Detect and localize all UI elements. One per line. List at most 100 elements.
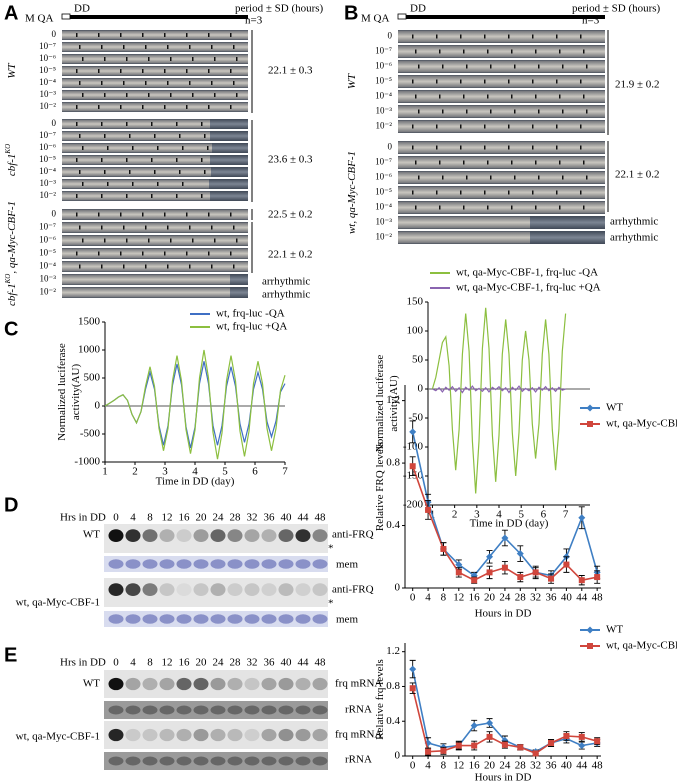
conidial-band xyxy=(126,194,128,198)
blot-band xyxy=(261,728,277,742)
conidial-band xyxy=(460,79,462,84)
mycelium xyxy=(62,131,210,141)
mycelium xyxy=(398,105,605,118)
y-tick-label: 1500 xyxy=(78,316,101,328)
blot-band xyxy=(142,559,158,569)
conidial-band xyxy=(535,160,537,165)
blot-band xyxy=(227,705,243,715)
blot-band xyxy=(125,677,141,691)
dilution-label: 0 xyxy=(52,118,57,128)
blot-band xyxy=(159,529,175,542)
strain-label: WT xyxy=(346,73,358,89)
dilution-label: 10⁻⁷ xyxy=(39,41,56,51)
dilution-label: 10⁻² xyxy=(376,121,393,131)
x-axis-label: Time in DD (day) xyxy=(470,518,549,530)
blot-band xyxy=(278,677,294,691)
conidial-band xyxy=(230,212,232,217)
conidial-band xyxy=(151,194,153,198)
conidial-band xyxy=(436,124,438,129)
conidial-band xyxy=(145,264,147,269)
blot-band xyxy=(261,614,277,624)
conidial-band xyxy=(562,175,564,180)
conidial-band xyxy=(164,69,166,73)
conidial-band xyxy=(120,212,122,217)
y-tick-label: -200 xyxy=(403,499,424,511)
conidial-band xyxy=(120,33,122,37)
conidial-band xyxy=(580,145,582,150)
y-tick-label: 0 xyxy=(418,383,424,395)
blot-band xyxy=(176,614,192,624)
blot-band xyxy=(312,728,328,742)
conidial-band xyxy=(123,81,125,85)
time-label: 20 xyxy=(196,657,208,669)
marker xyxy=(455,742,462,749)
conidial-band xyxy=(129,170,131,174)
dd-bar xyxy=(70,15,248,19)
conidial-band xyxy=(186,251,188,256)
strain-label: WT xyxy=(83,678,100,690)
strain-label-part: wt, qa-Myc-CBF-1 xyxy=(346,151,358,234)
time-label: 40 xyxy=(281,657,293,669)
conidial-band xyxy=(484,190,486,195)
conidial-band xyxy=(189,225,191,230)
conidial-band xyxy=(484,124,486,129)
x-tick-label: 1 xyxy=(102,466,108,478)
dilution-label: 10⁻⁵ xyxy=(375,187,392,197)
blot-band xyxy=(193,705,209,715)
x-tick-label: 4 xyxy=(425,592,431,604)
conidial-band xyxy=(208,251,210,256)
mycelium xyxy=(398,171,605,184)
y-axis-label-line: activity(AU) xyxy=(388,375,400,432)
period-note: arrhythmic xyxy=(610,216,658,228)
marker xyxy=(486,719,494,727)
conidial-band xyxy=(559,205,561,210)
blot-band xyxy=(176,529,192,542)
conidial-band xyxy=(76,158,78,162)
x-tick-label: 48 xyxy=(592,592,604,604)
conidial-band xyxy=(418,175,420,180)
conidial-band xyxy=(436,79,438,84)
strain-label-part: WT xyxy=(6,62,18,78)
blot-band xyxy=(312,614,328,624)
dilution-label: 10⁻² xyxy=(40,101,57,111)
conidial-band xyxy=(586,175,588,180)
marker xyxy=(517,744,524,751)
blot-band xyxy=(227,614,243,624)
x-tick-label: 44 xyxy=(576,760,588,772)
conidial-band xyxy=(236,57,238,61)
time-label: 16 xyxy=(179,512,191,524)
conidial-band xyxy=(179,134,181,138)
conidial-band xyxy=(142,251,144,256)
time-label: 8 xyxy=(147,657,153,669)
time-label: 36 xyxy=(264,657,276,669)
y-tick-label: -1000 xyxy=(74,456,100,468)
x-tick-label: 4 xyxy=(496,509,502,521)
x-tick-label: 4 xyxy=(425,760,431,772)
band-label: frq mRNA xyxy=(335,729,382,741)
x-tick-label: 28 xyxy=(515,760,527,772)
band-label: rRNA xyxy=(345,754,372,766)
conidial-band xyxy=(442,109,444,114)
blot-band xyxy=(193,728,209,742)
strain-label-part: KO xyxy=(4,274,12,285)
blot-band xyxy=(193,583,209,596)
time-label: 44 xyxy=(298,512,310,524)
dilution-label: 10⁻² xyxy=(40,190,57,200)
conidial-band xyxy=(104,93,106,97)
conidial-band xyxy=(157,146,159,150)
conidial-band xyxy=(583,205,585,210)
x-tick-label: 2 xyxy=(132,466,138,478)
marker xyxy=(501,564,508,571)
y-tick-label: -50 xyxy=(408,412,423,424)
legend-label: WT xyxy=(606,624,623,636)
conidial-band xyxy=(76,194,78,198)
dilution-label: 10⁻⁴ xyxy=(39,77,56,87)
conidial-band xyxy=(179,170,181,174)
conidial-band xyxy=(508,190,510,195)
conidial-band xyxy=(104,170,106,174)
dilution-label: 10⁻⁷ xyxy=(39,130,56,140)
legend-label: wt, frq-luc -QA xyxy=(216,308,285,320)
conidial-band xyxy=(204,134,206,138)
conidial-band xyxy=(418,64,420,69)
blot-band xyxy=(278,728,294,742)
